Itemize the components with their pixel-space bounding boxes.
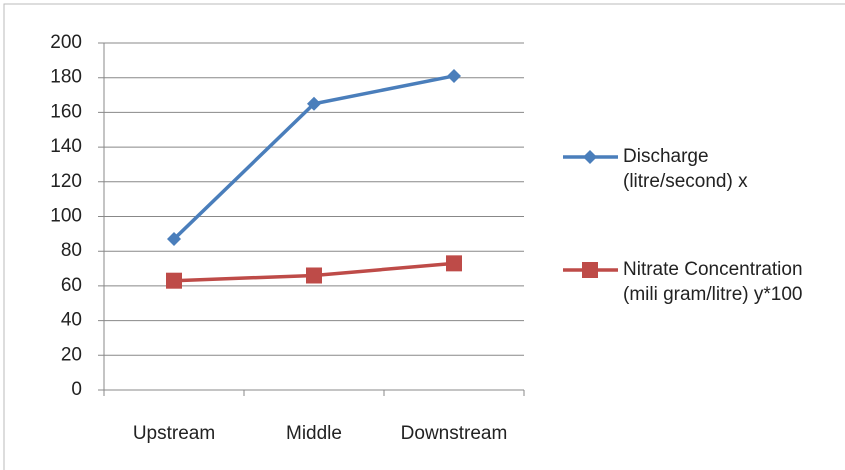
y-tick-label: 180 [50, 67, 82, 88]
y-tick-label: 120 [50, 171, 82, 192]
data-point [166, 272, 182, 289]
y-tick-label: 40 [61, 310, 82, 331]
x-tick-label: Upstream [133, 423, 215, 444]
legend-label: Nitrate Concentration (mili gram/litre) … [623, 259, 803, 305]
legend-marker [583, 150, 597, 164]
y-tick-label: 200 [50, 32, 82, 53]
y-tick-label: 100 [50, 206, 82, 227]
data-point [446, 255, 462, 272]
data-point [167, 232, 181, 247]
data-point [306, 267, 322, 284]
x-tick-label: Middle [286, 423, 342, 444]
data-point [447, 68, 461, 83]
y-tick-label: 20 [61, 344, 82, 365]
y-tick-label: 140 [50, 136, 82, 157]
y-tick-label: 0 [71, 379, 82, 400]
x-tick-label: Downstream [401, 423, 508, 444]
legend-label: Discharge (litre/second) x [623, 146, 748, 192]
legend-marker [582, 262, 598, 278]
chart-border [3, 3, 845, 470]
y-tick-label: 160 [50, 101, 82, 122]
y-tick-label: 60 [61, 275, 82, 296]
y-tick-label: 80 [61, 240, 82, 261]
data-point [307, 96, 321, 111]
